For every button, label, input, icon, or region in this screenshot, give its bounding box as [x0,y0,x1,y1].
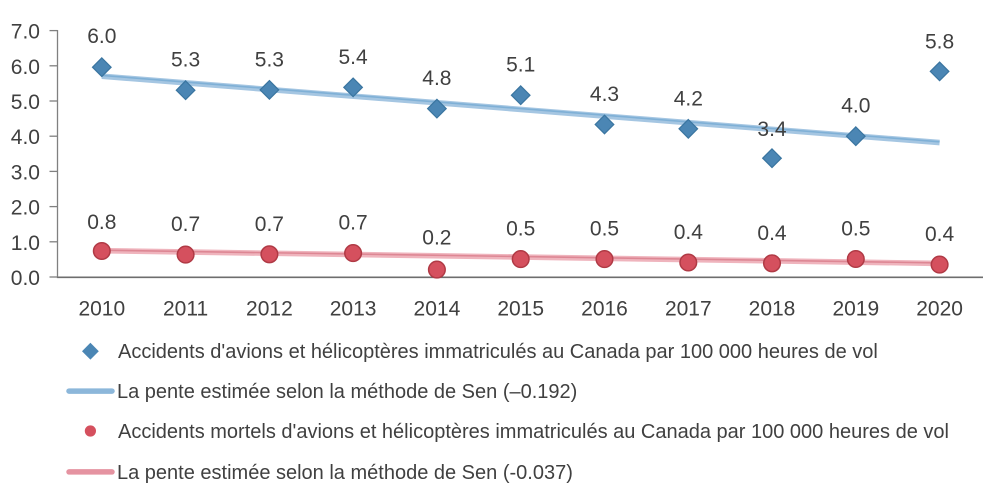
svg-text:2011: 2011 [163,298,208,321]
svg-text:Accidents mortels d'avions et: Accidents mortels d'avions et hélicoptèr… [118,421,949,443]
svg-text:La pente estimée selon la méth: La pente estimée selon la méthode de Sen… [117,462,573,484]
svg-text:6.0: 6.0 [11,56,40,79]
svg-text:2017: 2017 [665,298,712,321]
svg-text:2015: 2015 [497,298,544,321]
svg-text:2020: 2020 [916,298,963,321]
svg-text:2010: 2010 [78,298,125,321]
svg-text:4.0: 4.0 [11,126,40,149]
svg-text:0.4: 0.4 [674,221,704,244]
svg-text:Accidents d'avions et hélicopt: Accidents d'avions et hélicoptères immat… [118,341,878,363]
svg-text:6.0: 6.0 [87,25,116,48]
svg-text:4.3: 4.3 [590,83,619,106]
svg-text:0.5: 0.5 [506,218,535,241]
svg-text:2016: 2016 [581,298,628,321]
svg-text:4.0: 4.0 [841,94,870,117]
svg-text:2013: 2013 [330,298,377,321]
svg-text:0.2: 0.2 [422,226,451,249]
svg-text:3.4: 3.4 [757,118,787,141]
svg-text:0.5: 0.5 [590,218,619,241]
svg-text:2018: 2018 [749,298,796,321]
svg-text:2014: 2014 [414,298,461,321]
svg-text:0.0: 0.0 [11,267,40,290]
svg-text:5.1: 5.1 [506,54,535,77]
svg-text:5.8: 5.8 [925,31,954,54]
svg-text:5.3: 5.3 [171,49,200,72]
svg-text:4.8: 4.8 [422,67,451,90]
svg-text:0.7: 0.7 [255,213,284,236]
svg-text:5.4: 5.4 [338,46,368,69]
svg-text:0.7: 0.7 [171,213,200,236]
svg-text:2012: 2012 [246,298,293,321]
svg-text:0.5: 0.5 [841,218,870,241]
svg-text:2019: 2019 [832,298,879,321]
svg-text:5.0: 5.0 [11,91,40,114]
svg-text:1.0: 1.0 [11,232,40,255]
svg-text:7.0: 7.0 [11,21,40,44]
svg-text:4.2: 4.2 [674,87,703,110]
svg-text:0.7: 0.7 [338,212,367,235]
svg-text:5.3: 5.3 [255,48,284,71]
svg-text:0.4: 0.4 [757,222,787,245]
svg-text:0.4: 0.4 [925,223,955,246]
svg-text:3.0: 3.0 [11,161,40,184]
svg-text:2.0: 2.0 [11,197,40,220]
svg-text:0.8: 0.8 [87,211,116,234]
svg-text:La pente estimée selon la méth: La pente estimée selon la méthode de Sen… [117,381,577,403]
